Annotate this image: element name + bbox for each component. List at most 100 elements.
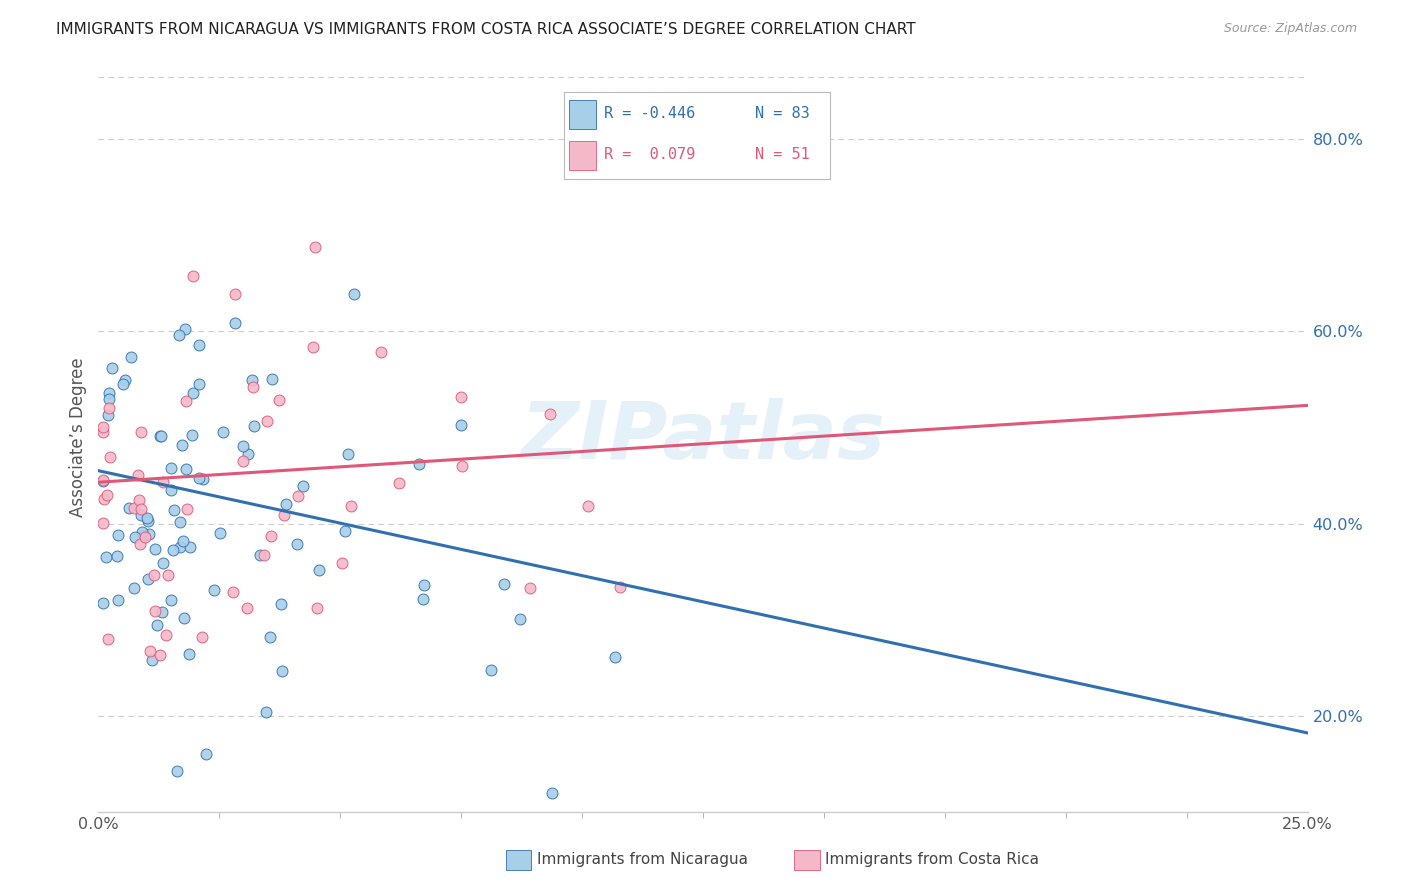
Point — [276, 497, 298, 511]
Point — [256, 413, 278, 427]
Point — [188, 338, 211, 352]
Point — [224, 287, 246, 301]
Point — [172, 533, 194, 548]
Point — [302, 340, 325, 354]
Point — [94, 550, 117, 565]
Text: Source: ZipAtlas.com: Source: ZipAtlas.com — [1223, 22, 1357, 36]
Point — [155, 628, 177, 642]
Point — [160, 483, 183, 497]
Point — [451, 458, 474, 473]
Point — [114, 374, 136, 388]
Point — [181, 268, 204, 283]
Point — [91, 516, 114, 530]
Point — [236, 601, 259, 615]
Point — [91, 425, 114, 439]
Point — [304, 240, 326, 254]
Point — [541, 785, 564, 799]
Point — [330, 556, 353, 570]
Point — [287, 489, 309, 503]
Point — [160, 593, 183, 607]
Point — [538, 407, 561, 421]
Point — [167, 327, 190, 342]
Y-axis label: Associate’s Degree: Associate’s Degree — [69, 358, 87, 516]
Point — [128, 492, 150, 507]
Point — [152, 556, 174, 570]
Text: IMMIGRANTS FROM NICARAGUA VS IMMIGRANTS FROM COSTA RICA ASSOCIATE’S DEGREE CORRE: IMMIGRANTS FROM NICARAGUA VS IMMIGRANTS … — [56, 22, 915, 37]
Point — [97, 392, 120, 407]
Point — [273, 508, 295, 522]
Point — [195, 747, 218, 761]
Point — [519, 582, 541, 596]
Point — [187, 377, 209, 392]
Point — [412, 592, 434, 607]
Point — [262, 372, 284, 386]
Point — [388, 475, 411, 490]
Point — [343, 287, 366, 301]
Point — [166, 764, 188, 778]
Point — [96, 487, 118, 501]
Point — [179, 540, 201, 554]
Point — [131, 525, 153, 540]
Point — [336, 447, 359, 461]
Point — [98, 450, 121, 465]
Point — [253, 548, 276, 562]
Point — [269, 393, 291, 408]
Point — [176, 501, 198, 516]
Point — [129, 502, 152, 516]
Point — [305, 600, 328, 615]
Point — [91, 475, 114, 489]
Text: Immigrants from Costa Rica: Immigrants from Costa Rica — [825, 853, 1039, 867]
Point — [122, 581, 145, 595]
Point — [141, 653, 163, 667]
Point — [224, 316, 246, 330]
Point — [124, 530, 146, 544]
Point — [169, 515, 191, 529]
Point — [174, 394, 197, 409]
Point — [370, 345, 392, 359]
Point — [107, 593, 129, 607]
Point — [190, 630, 212, 644]
Point — [97, 401, 120, 415]
Point — [450, 390, 472, 404]
Point — [191, 472, 214, 486]
Point — [270, 597, 292, 611]
Point — [138, 527, 160, 541]
Point — [232, 438, 254, 452]
Point — [134, 530, 156, 544]
Point — [127, 468, 149, 483]
Point — [134, 528, 156, 542]
Point — [242, 373, 264, 387]
Point — [156, 568, 179, 582]
Point — [339, 499, 361, 513]
Point — [120, 351, 142, 365]
Point — [222, 584, 245, 599]
Point — [232, 454, 254, 468]
Point — [163, 503, 186, 517]
Point — [308, 563, 330, 577]
Point — [170, 438, 193, 452]
Point — [181, 385, 204, 400]
Point — [408, 457, 430, 471]
Point — [93, 492, 115, 507]
Point — [118, 500, 141, 515]
Point — [202, 583, 225, 598]
Point — [91, 596, 114, 610]
Point — [285, 537, 308, 551]
Point — [152, 475, 174, 489]
Point — [100, 360, 122, 375]
Point — [177, 648, 200, 662]
Point — [494, 577, 516, 591]
Point — [138, 514, 160, 528]
Point — [143, 604, 166, 618]
Point — [169, 540, 191, 554]
Point — [242, 380, 264, 394]
Point — [333, 524, 356, 538]
Point — [450, 417, 472, 432]
Point — [131, 425, 153, 440]
Point — [149, 648, 172, 662]
Point — [211, 425, 233, 439]
Point — [135, 511, 157, 525]
Point — [145, 541, 167, 556]
Point — [259, 630, 281, 644]
Point — [139, 643, 162, 657]
